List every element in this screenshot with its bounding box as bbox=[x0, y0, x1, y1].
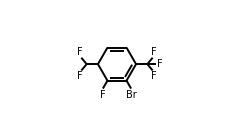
Text: F: F bbox=[151, 72, 156, 82]
Text: F: F bbox=[77, 47, 83, 57]
Text: F: F bbox=[100, 90, 105, 100]
Text: Br: Br bbox=[126, 90, 137, 100]
Text: F: F bbox=[77, 71, 83, 81]
Text: F: F bbox=[151, 47, 156, 57]
Text: F: F bbox=[157, 59, 163, 69]
